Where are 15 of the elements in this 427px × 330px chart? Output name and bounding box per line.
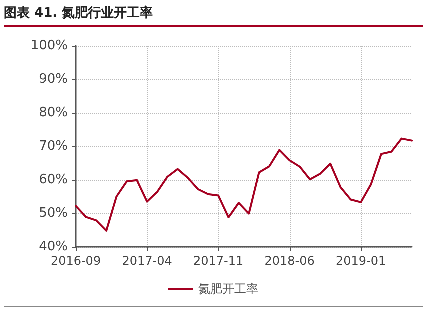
y-tick-label: 40%	[39, 240, 68, 254]
x-tick-label: 2019-01	[336, 254, 386, 268]
y-tick-label: 90%	[39, 72, 68, 87]
y-tick-label: 100%	[30, 38, 68, 54]
x-tick-label: 2017-11	[193, 254, 244, 268]
y-tick-label: 60%	[39, 172, 68, 188]
line-series	[75, 138, 413, 232]
x-tick-label: 2017-04	[122, 254, 172, 268]
y-tick-label: 80%	[39, 106, 68, 120]
x-tick-label: 2018-06	[264, 254, 315, 268]
y-tick-label: 50%	[39, 206, 68, 221]
x-tick-label: 2016-09	[50, 254, 102, 268]
chart-title: 图表 41. 氮肥行业开工率	[4, 4, 154, 22]
legend-label: 氮肥开工率	[198, 282, 258, 296]
y-tick-label: 70%	[39, 139, 68, 154]
